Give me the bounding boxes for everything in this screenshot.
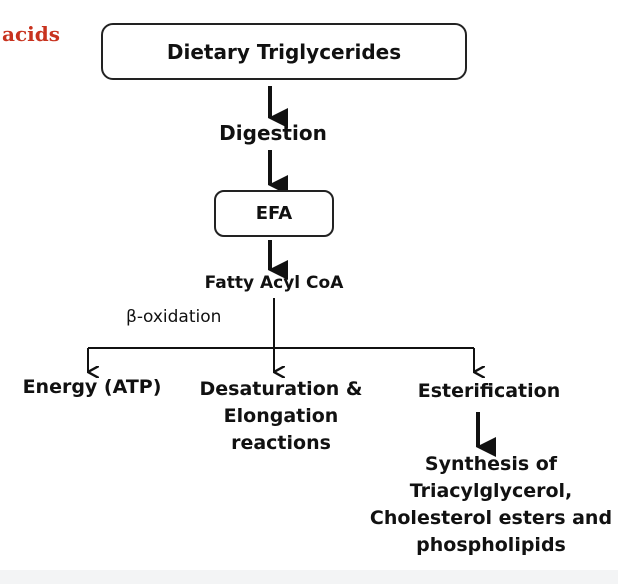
node-efa: EFA (214, 190, 334, 237)
node-digestion: Digestion (219, 121, 327, 145)
node-esterification: Esterification (417, 380, 561, 402)
node-efa-label: EFA (255, 203, 293, 224)
node-dietary-triglycerides: Dietary Triglycerides (101, 23, 467, 80)
node-fatty-acyl-coa: Fatty Acyl CoA (204, 273, 344, 293)
bottom-strip (0, 570, 618, 584)
node-energy: Energy (ATP) (22, 376, 162, 398)
node-synthesis: Synthesis of Triacylglycerol, Cholestero… (369, 453, 613, 556)
corner-heading-fragment: acids (2, 22, 60, 46)
node-dietary-label: Dietary Triglycerides (166, 39, 402, 64)
node-desaturation: Desaturation & Elongation reactions (199, 378, 363, 454)
label-beta-oxidation: β-oxidation (126, 307, 222, 327)
